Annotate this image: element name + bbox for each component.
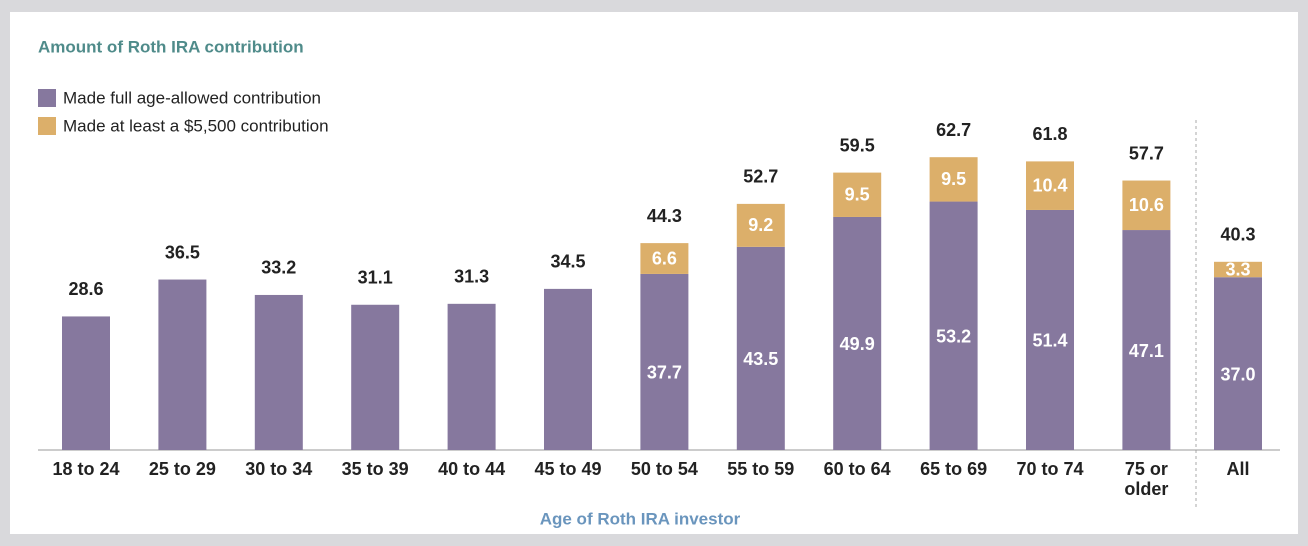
x-tick-label-box: 65 to 69 [920, 459, 988, 479]
value-label: 9.5 [941, 169, 966, 189]
value-label: 37.7 [647, 363, 682, 383]
bar-segment [736, 246, 785, 450]
total-label: 62.7 [936, 120, 971, 140]
bar-segment [1026, 161, 1074, 210]
chart-title: Amount of Roth IRA contribution [38, 37, 304, 56]
x-tick-label-box: 55 to 59 [727, 459, 795, 479]
x-axis-title: Age of Roth IRA investor [540, 509, 741, 528]
x-tick-label-box: 45 to 49 [534, 459, 602, 479]
bar-segment [351, 304, 400, 450]
bar-segment [929, 157, 978, 202]
bar-segment [254, 294, 303, 450]
value-label: 9.2 [748, 215, 773, 235]
value-label: 37.0 [1220, 364, 1255, 384]
x-tick-label: 45 to 49 [534, 459, 602, 479]
total-label: 52.7 [743, 167, 778, 187]
value-label: 36.5 [165, 242, 200, 262]
value-label: 28.6 [68, 279, 103, 299]
value-label: 49.9 [840, 334, 875, 354]
bar-segment [833, 172, 882, 217]
bar-segment [1026, 209, 1074, 450]
legend-swatch [38, 117, 56, 135]
value-label: 47.1 [1129, 341, 1164, 361]
total-label: 61.8 [1032, 124, 1067, 144]
value-label: 6.6 [652, 248, 677, 268]
bar-segment [158, 279, 207, 450]
bar-segment [640, 243, 689, 274]
bar-segment [929, 201, 978, 450]
bar-segment [833, 216, 882, 450]
legend-label: Made at least a $5,500 contribution [63, 116, 329, 135]
x-tick-label: 35 to 39 [341, 459, 409, 479]
x-tick-label-box: All [1226, 459, 1250, 479]
value-label: 51.4 [1032, 331, 1067, 351]
bar-segment [62, 316, 110, 450]
bar-segment [1122, 230, 1171, 450]
x-tick-label-box: 35 to 39 [341, 459, 409, 479]
total-label: 59.5 [840, 135, 875, 155]
value-label: 9.5 [845, 185, 870, 205]
bar-segment [640, 273, 689, 450]
x-tick-label-box: 70 to 74 [1016, 459, 1084, 479]
bar-segment [447, 303, 496, 450]
bar-segment [1214, 261, 1262, 278]
x-tick-label: 60 to 64 [823, 459, 891, 479]
x-tick-label: 25 to 29 [148, 459, 216, 479]
value-label: 10.6 [1129, 195, 1164, 215]
total-label: 40.3 [1220, 225, 1255, 245]
bar-segment [544, 288, 592, 450]
legend-label: Made full age-allowed contribution [63, 88, 321, 107]
total-label: 57.7 [1129, 143, 1164, 163]
x-tick-label: 18 to 24 [52, 459, 120, 479]
legend-swatch [38, 89, 56, 107]
value-label: 53.2 [936, 327, 971, 347]
value-label: 43.5 [743, 349, 778, 369]
value-label: 31.1 [358, 268, 393, 288]
x-tick-label: 50 to 54 [630, 459, 698, 479]
bar-segment [736, 203, 785, 247]
x-tick-label-box: 75 or older [1124, 459, 1169, 499]
x-tick-label-box: 50 to 54 [630, 459, 698, 479]
value-label: 31.3 [454, 267, 489, 287]
bar-segment [1122, 180, 1171, 231]
x-tick-label: 40 to 44 [438, 459, 506, 479]
value-label: 33.2 [261, 258, 296, 278]
value-label: 34.5 [550, 252, 585, 272]
x-tick-label: 70 to 74 [1016, 459, 1084, 479]
x-tick-label: All [1226, 459, 1250, 479]
x-tick-label-box: 40 to 44 [438, 459, 506, 479]
x-tick-label: 55 to 59 [727, 459, 795, 479]
x-tick-label: 30 to 34 [245, 459, 313, 479]
total-label: 44.3 [647, 206, 682, 226]
x-tick-label-box: 25 to 29 [148, 459, 216, 479]
x-tick-label-box: 18 to 24 [52, 459, 120, 479]
bar-segment [1214, 277, 1262, 450]
value-label: 3.3 [1225, 259, 1250, 279]
x-tick-label-box: 60 to 64 [823, 459, 891, 479]
x-tick-label: 75 or older [1124, 459, 1169, 499]
x-tick-label: 65 to 69 [920, 459, 988, 479]
x-tick-label-box: 30 to 34 [245, 459, 313, 479]
value-label: 10.4 [1032, 175, 1067, 195]
